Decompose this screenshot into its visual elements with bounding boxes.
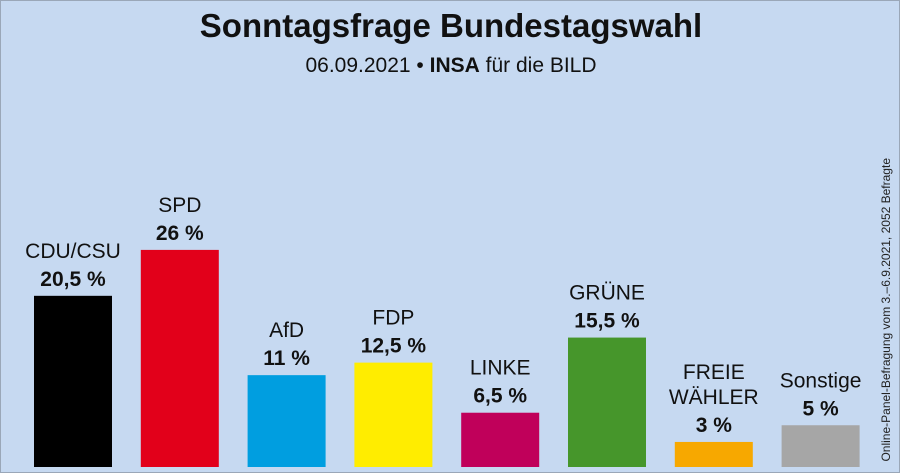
survey-date: 06.09.2021 • bbox=[305, 54, 424, 77]
category-label-cdu-csu: CDU/CSU bbox=[25, 240, 121, 263]
value-label-sonstige: 5 % bbox=[803, 397, 840, 420]
category-label-afd: AfD bbox=[269, 319, 304, 342]
bar-afd bbox=[247, 375, 326, 467]
value-label-spd: 26 % bbox=[156, 222, 204, 245]
value-label-linke: 6,5 % bbox=[473, 385, 527, 408]
value-label-cdu-csu: 20,5 % bbox=[40, 268, 106, 291]
category-label-freie-waehler-1: WÄHLER bbox=[669, 386, 759, 409]
category-label-gruene: GRÜNE bbox=[569, 282, 645, 305]
value-label-gruene: 15,5 % bbox=[574, 310, 640, 333]
value-label-afd: 11 % bbox=[263, 347, 310, 370]
value-label-fdp: 12,5 % bbox=[361, 335, 427, 358]
chart-title: Sonntagsfrage Bundestagswahl bbox=[199, 7, 703, 44]
bar-linke bbox=[461, 412, 540, 467]
bar-cdu-csu bbox=[34, 295, 112, 467]
bar-fdp bbox=[354, 362, 433, 467]
source-note: Online-Panel-Befragung vom 3.–6.9.2021, … bbox=[879, 158, 893, 462]
institute-name: INSA bbox=[429, 54, 480, 77]
bar-freie-waehler bbox=[674, 441, 753, 467]
category-label-sonstige: Sonstige bbox=[780, 369, 862, 392]
chart-subtitle: 06.09.2021 • INSA für die BILD bbox=[1, 54, 899, 78]
category-label-spd: SPD bbox=[158, 194, 201, 217]
value-label-freie-waehler: 3 % bbox=[696, 414, 733, 437]
category-label-linke: LINKE bbox=[470, 357, 531, 380]
bar-gruene bbox=[568, 337, 646, 467]
bar-sonstige bbox=[781, 425, 860, 467]
bar-spd bbox=[140, 249, 219, 467]
category-label-fdp: FDP bbox=[372, 307, 414, 330]
category-label-freie-waehler-0: FREIE bbox=[683, 361, 745, 384]
client-name: für die BILD bbox=[485, 54, 597, 77]
